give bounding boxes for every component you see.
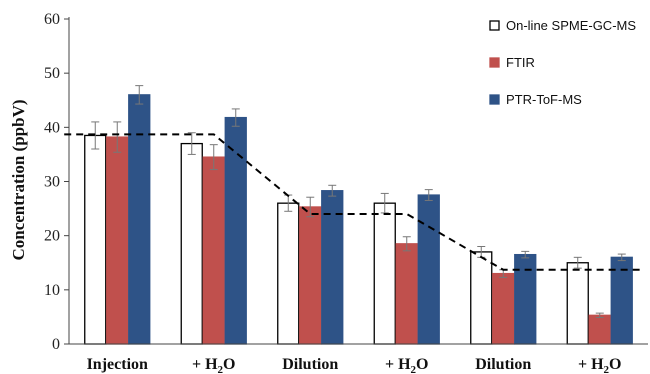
y-tick-label: 0 [52, 336, 60, 353]
bar [470, 251, 493, 345]
y-tick-label: 40 [44, 119, 60, 136]
x-category-label: Dilution [475, 356, 531, 373]
bars [84, 94, 633, 345]
reference-line [64, 133, 644, 271]
bar [566, 262, 589, 345]
x-axis: Injection + H2O Dilution + H2O Dilution + H2O [69, 343, 648, 374]
legend: On-line SPME-GC-MS FTIR PTR-ToF-MS [489, 18, 636, 107]
bar [106, 136, 129, 345]
error-bar [231, 108, 240, 127]
bar [180, 142, 203, 345]
x-category-label: + H2O [578, 356, 622, 374]
error-bar [595, 312, 604, 318]
bar [224, 116, 247, 345]
bar [373, 202, 396, 345]
x-category-label: Injection [87, 356, 148, 373]
bar [395, 243, 418, 345]
error-bar [521, 250, 530, 259]
error-bar [573, 256, 582, 269]
legend-item: FTIR [489, 55, 535, 70]
error-bar [306, 196, 315, 218]
error-bar [328, 184, 337, 197]
bar [492, 272, 515, 345]
error-bar [424, 189, 433, 201]
dashed-trend-line [64, 133, 644, 271]
error-bars [91, 85, 626, 318]
y-axis: 0 10 20 30 40 50 60 [44, 11, 70, 353]
legend-label: On-line SPME-GC-MS [506, 18, 636, 33]
bar [84, 134, 107, 345]
error-bar [402, 236, 411, 252]
y-axis-label: Concentration (ppbV) [9, 99, 28, 260]
bar [202, 156, 225, 345]
error-bar [91, 121, 100, 150]
bar [299, 206, 322, 345]
x-category-label: Dilution [282, 356, 338, 373]
x-category-label: + H2O [385, 356, 429, 374]
bar [588, 314, 611, 345]
error-bar [380, 192, 389, 214]
bar [128, 94, 151, 345]
y-tick-label: 60 [44, 11, 60, 28]
y-tick-label: 30 [44, 174, 60, 191]
legend-swatch [489, 57, 500, 68]
legend-item: PTR-ToF-MS [489, 92, 582, 107]
x-category-label: + H2O [192, 356, 236, 374]
legend-item: On-line SPME-GC-MS [489, 18, 636, 33]
error-bar [617, 253, 626, 262]
bar [417, 194, 440, 345]
legend-label: PTR-ToF-MS [506, 92, 582, 107]
legend-swatch [489, 94, 500, 105]
error-bar [209, 144, 218, 171]
y-tick-label: 10 [44, 282, 60, 299]
error-bar [187, 132, 196, 155]
bar [514, 253, 537, 345]
error-bar [113, 121, 122, 153]
bar [277, 202, 300, 345]
y-tick-label: 20 [44, 228, 60, 245]
legend-label: FTIR [506, 55, 535, 70]
y-tick-label: 50 [44, 65, 60, 82]
error-bar [135, 85, 144, 105]
legend-swatch [489, 20, 500, 31]
